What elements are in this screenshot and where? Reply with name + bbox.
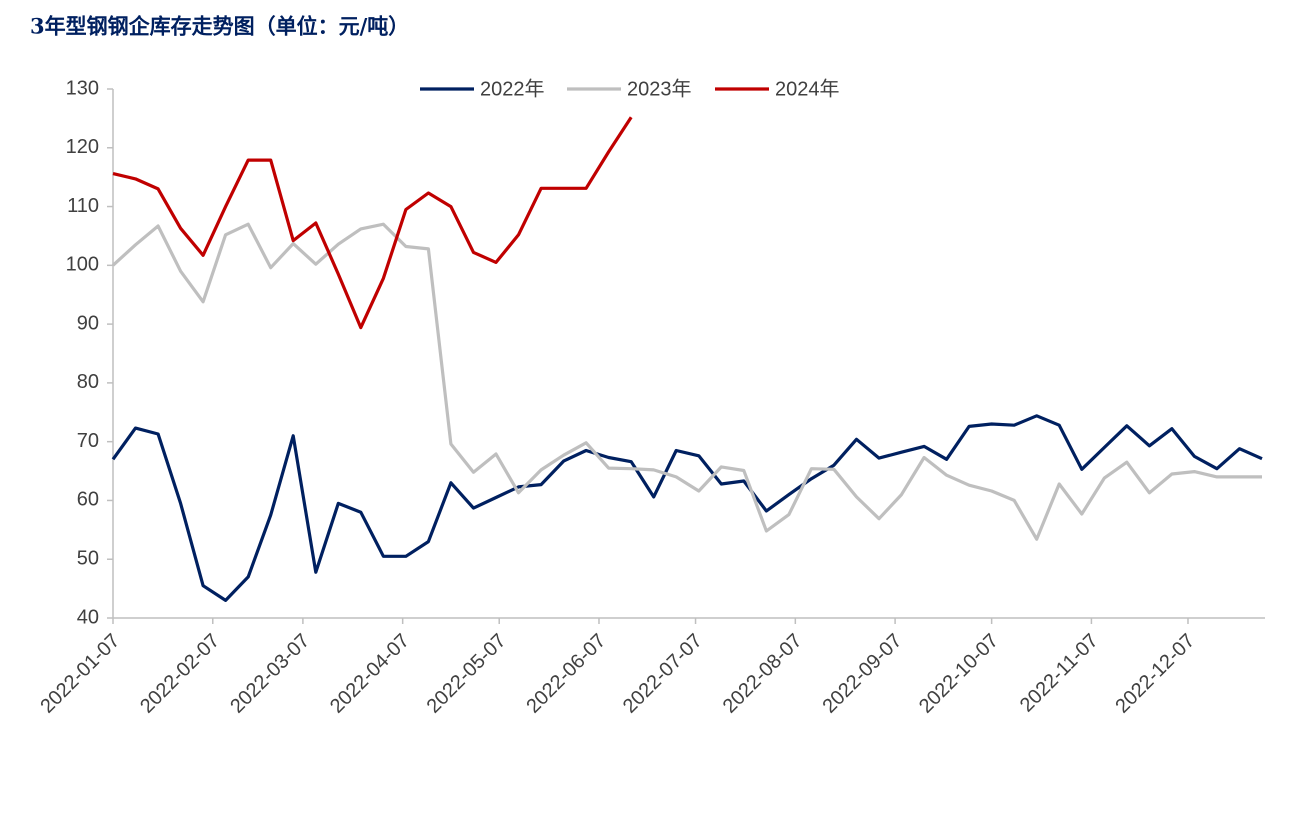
x-tick-label: 2022-07-07 xyxy=(619,630,707,718)
legend-label: 2024年 xyxy=(775,77,840,100)
x-tick-label: 2022-02-07 xyxy=(136,630,224,718)
x-tick-label: 2022-01-07 xyxy=(36,630,124,718)
y-tick-label: 100 xyxy=(66,254,99,276)
series-line xyxy=(111,414,1263,602)
x-tick-label: 2022-11-07 xyxy=(1016,630,1103,717)
y-tick-label: 50 xyxy=(77,548,99,570)
x-tick-label: 2022-04-07 xyxy=(326,630,414,718)
x-tick-label: 2022-03-07 xyxy=(226,630,314,718)
y-tick-label: 130 xyxy=(66,77,99,99)
legend-label: 2023年 xyxy=(627,77,692,100)
y-tick-label: 80 xyxy=(77,371,99,393)
y-tick-label: 40 xyxy=(77,606,99,628)
x-tick-label: 2022-09-07 xyxy=(818,630,906,718)
x-tick-label: 2022-06-07 xyxy=(522,630,610,718)
y-tick-label: 110 xyxy=(67,195,99,217)
x-tick-label: 2022-08-07 xyxy=(719,630,807,718)
y-tick-label: 70 xyxy=(77,430,99,452)
y-tick-label: 90 xyxy=(77,312,99,334)
x-tick-label: 2022-12-07 xyxy=(1111,630,1199,718)
chart-title: 3年型钢钢企库存走势图（单位：元/吨） xyxy=(30,14,409,39)
series-line xyxy=(111,222,1262,541)
legend-label: 2022年 xyxy=(480,77,545,100)
x-tick-label: 2022-10-07 xyxy=(915,630,1003,718)
y-tick-label: 60 xyxy=(77,489,99,511)
x-tick-label: 2022-05-07 xyxy=(423,630,511,718)
y-tick-label: 120 xyxy=(66,136,99,158)
series-line xyxy=(112,116,633,330)
